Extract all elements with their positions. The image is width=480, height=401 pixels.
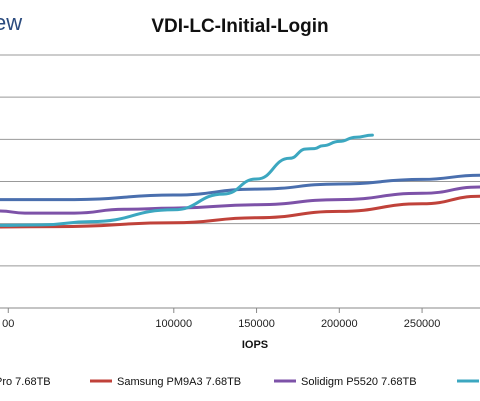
series-line (0, 133, 374, 227)
series-line (0, 194, 480, 229)
x-tick-label: 250000 (404, 318, 441, 330)
chart-title: VDI-LC-Initial-Login (151, 16, 328, 37)
x-tick-label: 150000 (238, 318, 275, 330)
legend-label: Solidigm P5520 7.68TB (301, 376, 417, 388)
x-axis-label: IOPS (242, 339, 268, 351)
x-axis-ticks: 00 100000 150000 200000 250000 (2, 308, 440, 330)
x-tick-label: 200000 (321, 318, 358, 330)
brand-logo-fragment: ew (0, 10, 22, 35)
gridlines (0, 54, 480, 309)
x-tick-label: 00 (2, 318, 14, 330)
series-lines (0, 133, 480, 229)
x-tick-label: 100000 (155, 318, 192, 330)
series-line (0, 173, 480, 202)
legend-label: Samsung PM9A3 7.68TB (117, 376, 241, 388)
series-line (0, 185, 480, 215)
legend-label: Pro 7.68TB (0, 376, 51, 388)
legend: Pro 7.68TB Samsung PM9A3 7.68TB Solidigm P… (0, 376, 479, 388)
